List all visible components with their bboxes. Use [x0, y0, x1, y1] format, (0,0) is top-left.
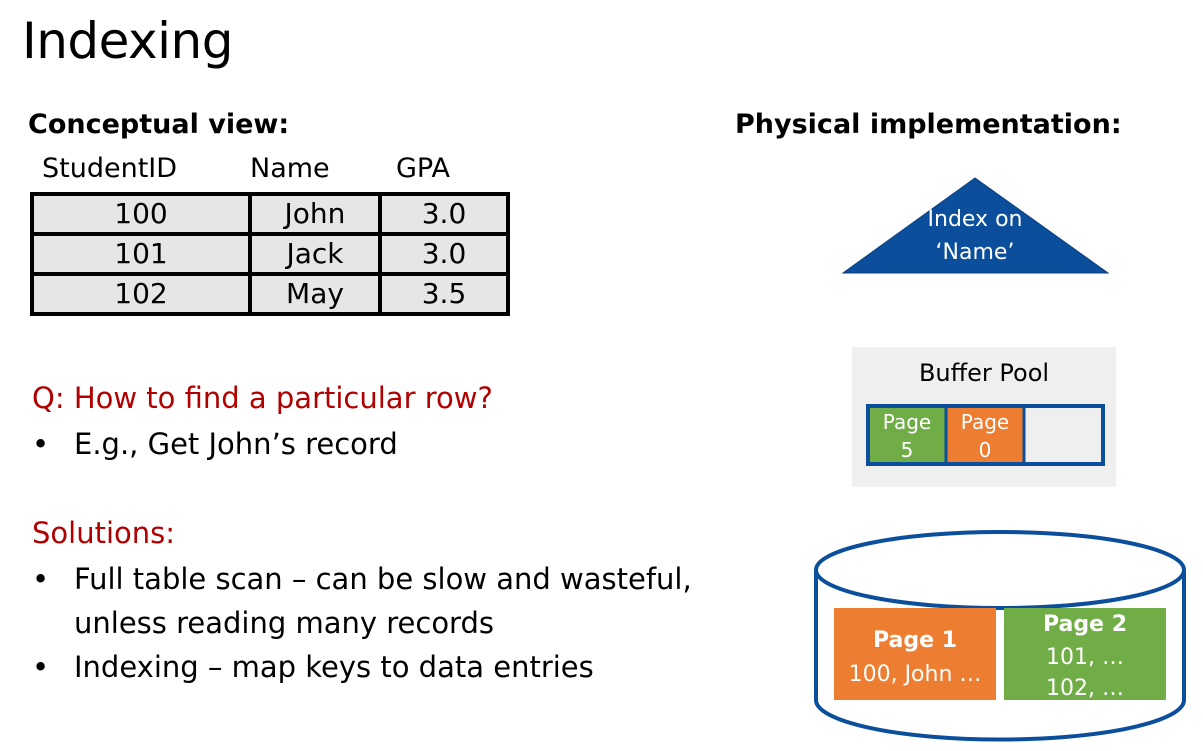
- table-cell-gpa: 3.0: [378, 192, 510, 236]
- index-triangle-shape: [841, 177, 1110, 274]
- table-cell-gpa: 3.0: [378, 232, 510, 276]
- table-row: 101 Jack 3.0: [30, 232, 510, 276]
- table-cell-studentid: 100: [30, 192, 252, 236]
- disk-page-2-line1: 101, …: [1046, 645, 1124, 670]
- buffer-pool: Buffer Pool Page 5 Page 0: [852, 347, 1116, 487]
- disk-page-2-title: Page 2: [1043, 612, 1127, 637]
- question-bullet-list: E.g., Get John’s record: [32, 422, 732, 466]
- buffer-pool-label: Buffer Pool: [919, 359, 1049, 387]
- index-label-line1: Index on: [928, 207, 1023, 232]
- list-item: Indexing – map keys to data entries: [32, 645, 752, 689]
- column-header-name: Name: [250, 153, 330, 184]
- solutions-bullet-list: Full table scan – can be slow and wastef…: [32, 557, 752, 689]
- list-item: Full table scan – can be slow and wastef…: [32, 557, 752, 645]
- table-cell-studentid: 102: [30, 272, 252, 316]
- disk-top: [814, 530, 1186, 610]
- table-row: 100 John 3.0: [30, 192, 510, 236]
- column-header-studentid: StudentID: [42, 153, 178, 184]
- buffer-slot-2-line1: Page: [961, 410, 1009, 434]
- list-item: E.g., Get John’s record: [32, 422, 732, 466]
- buffer-pool-frame: [866, 404, 1105, 466]
- buffer-slot-1: [868, 406, 946, 464]
- table-cell-name: May: [248, 272, 382, 316]
- disk-page-1-line1: 100, John …: [849, 662, 982, 687]
- physical-implementation-header: Physical implementation:: [735, 109, 1122, 140]
- slide-title: Indexing: [22, 12, 233, 70]
- disk-page-1: [834, 608, 996, 700]
- disk-page-1-title: Page 1: [873, 628, 957, 653]
- column-header-gpa: GPA: [396, 153, 450, 184]
- table-cell-studentid: 101: [30, 232, 252, 276]
- table-cell-name: John: [248, 192, 382, 236]
- disk-page-2: [1004, 608, 1166, 700]
- buffer-slot-1-line1: Page: [883, 410, 931, 434]
- buffer-slot-1-line2: 5: [901, 438, 914, 462]
- index-node: Index on ‘Name’: [841, 177, 1110, 274]
- buffer-slot-2-line2: 0: [979, 438, 992, 462]
- conceptual-view-header: Conceptual view:: [28, 109, 290, 140]
- table-cell-gpa: 3.5: [378, 272, 510, 316]
- buffer-slot-2: [946, 406, 1024, 464]
- question-text: Q: How to find a particular row?: [32, 381, 493, 415]
- table-cell-name: Jack: [248, 232, 382, 276]
- solutions-header: Solutions:: [32, 516, 176, 550]
- disk-cylinder: Page 1 100, John … Page 2 101, … 102, …: [814, 530, 1186, 742]
- student-table: 100 John 3.0 101 Jack 3.0 102 May 3.5: [30, 192, 510, 316]
- table-row: 102 May 3.5: [30, 272, 510, 316]
- disk-page-2-line2: 102, …: [1046, 676, 1124, 701]
- index-label-line2: ‘Name’: [936, 240, 1015, 265]
